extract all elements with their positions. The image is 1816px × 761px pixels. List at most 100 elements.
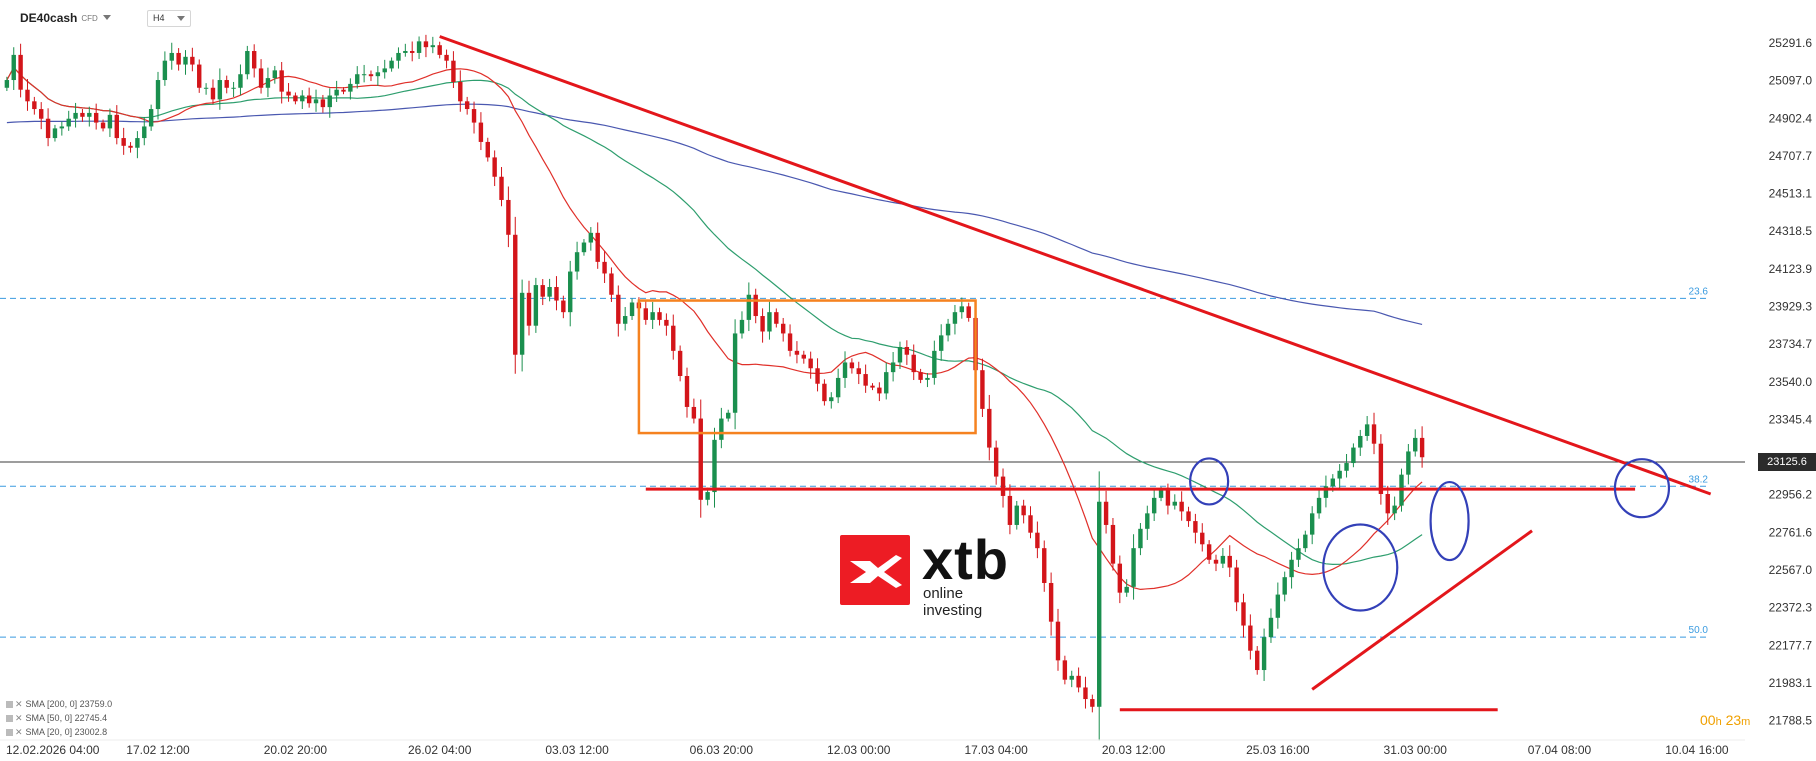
candle-body	[375, 72, 381, 77]
candle-body	[190, 56, 195, 65]
candle-body	[245, 51, 250, 75]
candle	[416, 36, 422, 59]
candle-body	[698, 418, 703, 500]
x-tick-label: 06.03 20:00	[690, 743, 754, 757]
candle-body	[925, 377, 930, 380]
candle-body	[1385, 494, 1390, 514]
symbol-chevron-down-icon[interactable]	[103, 15, 111, 20]
candle	[780, 317, 786, 342]
remove-indicator-icon[interactable]: ✕	[15, 699, 23, 709]
candle-body	[595, 232, 600, 262]
remove-indicator-icon[interactable]: ✕	[15, 713, 23, 723]
candle	[1385, 485, 1390, 525]
candle-body	[410, 51, 415, 53]
legend-sma-200[interactable]: ✕ SMA [200, 0] 23759.0	[6, 699, 112, 710]
candle	[183, 50, 188, 75]
candle	[980, 358, 985, 418]
symbol-selector[interactable]: DE40cash CFD	[20, 11, 98, 25]
x-tick-label: 03.03 12:00	[545, 743, 609, 757]
candle	[52, 124, 58, 142]
candle-body	[272, 70, 278, 79]
candle-body	[1337, 470, 1342, 479]
candle-body	[1371, 424, 1377, 444]
candle	[753, 288, 758, 324]
symbol-tag: CFD	[81, 14, 98, 23]
candle	[1117, 555, 1123, 604]
candle-body	[897, 346, 903, 363]
candle-body	[73, 112, 78, 119]
candle-body	[1248, 625, 1253, 651]
candle	[911, 344, 916, 381]
candle	[581, 239, 587, 256]
candle-body	[952, 312, 958, 324]
indicator-settings-icon[interactable]	[6, 729, 13, 736]
candle	[1145, 505, 1150, 540]
candle-body	[1213, 559, 1219, 564]
candle-body	[1097, 501, 1102, 707]
candle-body	[107, 114, 113, 129]
candle	[1076, 667, 1081, 693]
candle	[952, 304, 958, 335]
candle-body	[1413, 437, 1418, 452]
candle	[863, 364, 868, 393]
candle	[519, 279, 525, 372]
candle	[18, 43, 23, 98]
candle-body	[1364, 424, 1370, 436]
candle-body	[59, 126, 65, 129]
candle	[918, 368, 923, 384]
y-tick-label: 24902.4	[1769, 111, 1813, 125]
indicator-settings-icon[interactable]	[6, 715, 13, 722]
candle-body	[1316, 497, 1322, 514]
candle-body	[265, 78, 271, 88]
candle	[1378, 434, 1384, 505]
highlight-circle	[1429, 480, 1470, 562]
candle	[877, 382, 882, 402]
candle	[128, 142, 133, 153]
candle-body	[341, 89, 346, 92]
xtb-logo-mark-icon	[840, 535, 910, 605]
candle-body	[114, 114, 119, 139]
candle	[361, 64, 367, 83]
candle	[32, 96, 37, 115]
candle-body	[1282, 577, 1287, 595]
candle	[66, 110, 71, 131]
candle-body	[526, 292, 532, 326]
candle	[169, 42, 174, 70]
legend-sma-50[interactable]: ✕ SMA [50, 0] 22745.4	[6, 713, 107, 724]
candle	[121, 127, 126, 155]
y-tick-label: 25097.0	[1769, 74, 1813, 88]
remove-indicator-icon[interactable]: ✕	[15, 727, 23, 737]
timeframe-select[interactable]: H4	[147, 10, 191, 27]
candle	[588, 227, 594, 251]
candle-body	[1000, 476, 1006, 496]
candle-body	[458, 81, 463, 102]
candle	[787, 324, 793, 357]
candle-body	[547, 287, 552, 297]
candle-body	[794, 350, 800, 355]
candle-body	[45, 118, 51, 139]
candle-body	[918, 372, 923, 380]
candle-body	[403, 51, 408, 53]
candle	[760, 308, 765, 343]
timeframe-chevron-down-icon[interactable]	[177, 16, 185, 21]
candle-body	[554, 287, 559, 301]
candle	[245, 45, 250, 80]
candle-body	[1323, 486, 1329, 498]
candle	[107, 108, 113, 137]
ma50-line	[6, 66, 1423, 566]
candle-body	[622, 316, 628, 324]
candle	[93, 103, 99, 130]
candle-body	[142, 126, 147, 139]
candle	[444, 49, 449, 69]
candle	[1268, 608, 1274, 643]
candle-body	[1241, 602, 1246, 626]
candle	[190, 47, 195, 72]
legend-sma-20[interactable]: ✕ SMA [20, 0] 23002.8	[6, 727, 107, 738]
y-tick-label: 24318.5	[1769, 224, 1813, 238]
candle	[430, 36, 436, 54]
candle-body	[746, 294, 752, 320]
candle-body	[464, 101, 470, 110]
candle-body	[1255, 650, 1260, 671]
indicator-settings-icon[interactable]	[6, 701, 13, 708]
